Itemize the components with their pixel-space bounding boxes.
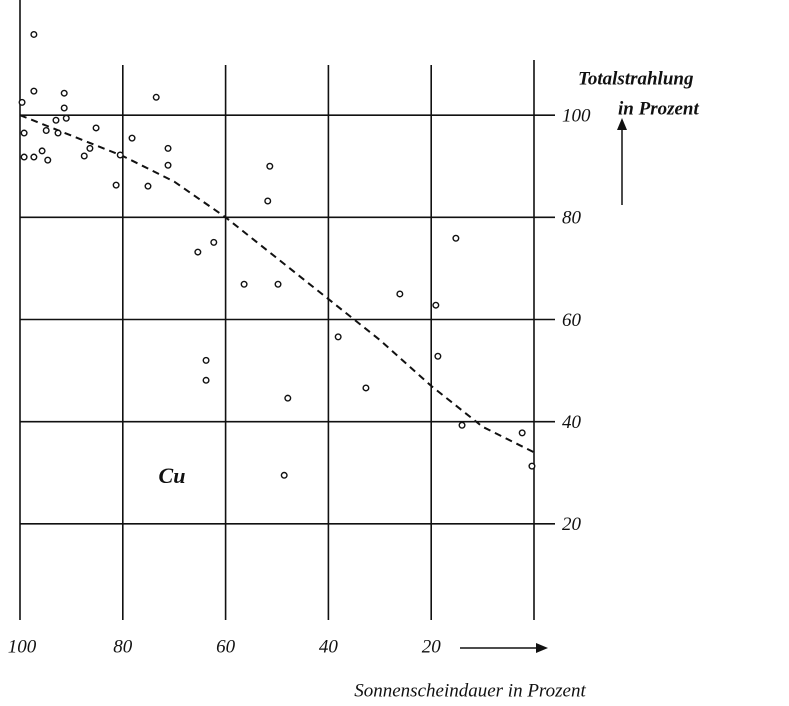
y-tick-label: 20 xyxy=(562,514,582,535)
data-point xyxy=(30,87,38,95)
data-point xyxy=(54,129,62,137)
data-point xyxy=(240,280,248,288)
y-tick-label: 100 xyxy=(562,106,591,127)
y-axis-label: in Prozent xyxy=(618,98,699,119)
x-tick-label: 60 xyxy=(216,636,236,657)
data-point xyxy=(284,394,292,402)
data-point xyxy=(266,162,274,170)
y-axis-label: Totalstrahlung xyxy=(578,68,693,89)
data-point xyxy=(144,182,152,190)
data-point xyxy=(60,89,68,97)
annotation: Cu xyxy=(159,463,186,488)
data-point xyxy=(432,301,440,309)
data-point xyxy=(92,124,100,132)
data-point xyxy=(42,126,50,134)
y-tick-label: 80 xyxy=(562,208,582,229)
data-point xyxy=(194,248,202,256)
data-point xyxy=(202,356,210,364)
data-point xyxy=(62,114,70,122)
data-point xyxy=(164,161,172,169)
data-point xyxy=(458,421,466,429)
data-point xyxy=(362,384,370,392)
x-axis-label: Sonnenscheindauer in Prozent xyxy=(354,680,586,701)
x-tick-label: 100 xyxy=(8,636,37,657)
data-point xyxy=(86,144,94,152)
data-point xyxy=(452,234,460,242)
data-point xyxy=(280,471,288,479)
y-tick-label: 60 xyxy=(562,310,582,331)
data-point xyxy=(518,429,526,437)
data-point xyxy=(210,238,218,246)
data-point xyxy=(152,93,160,101)
data-point xyxy=(112,181,120,189)
data-point xyxy=(52,116,60,124)
trend-curve xyxy=(19,114,535,454)
data-point xyxy=(60,104,68,112)
data-point xyxy=(128,134,136,142)
arrow-head xyxy=(617,118,627,130)
data-point xyxy=(528,462,536,470)
data-point xyxy=(30,153,38,161)
data-point xyxy=(30,30,38,38)
data-point xyxy=(202,376,210,384)
data-point xyxy=(334,333,342,341)
x-tick-label: 40 xyxy=(319,636,339,657)
data-point xyxy=(20,153,28,161)
data-point xyxy=(80,152,88,160)
data-point xyxy=(116,151,124,159)
data-point xyxy=(44,156,52,164)
data-point xyxy=(264,197,272,205)
data-point xyxy=(274,280,282,288)
data-point xyxy=(164,144,172,152)
data-point xyxy=(396,290,404,298)
x-tick-label: 20 xyxy=(422,636,442,657)
data-point xyxy=(18,98,26,106)
x-tick-label: 80 xyxy=(113,636,133,657)
y-tick-label: 40 xyxy=(562,412,582,433)
arrow-head xyxy=(536,643,548,653)
data-point xyxy=(38,147,46,155)
data-point xyxy=(20,129,28,137)
data-point xyxy=(434,352,442,360)
